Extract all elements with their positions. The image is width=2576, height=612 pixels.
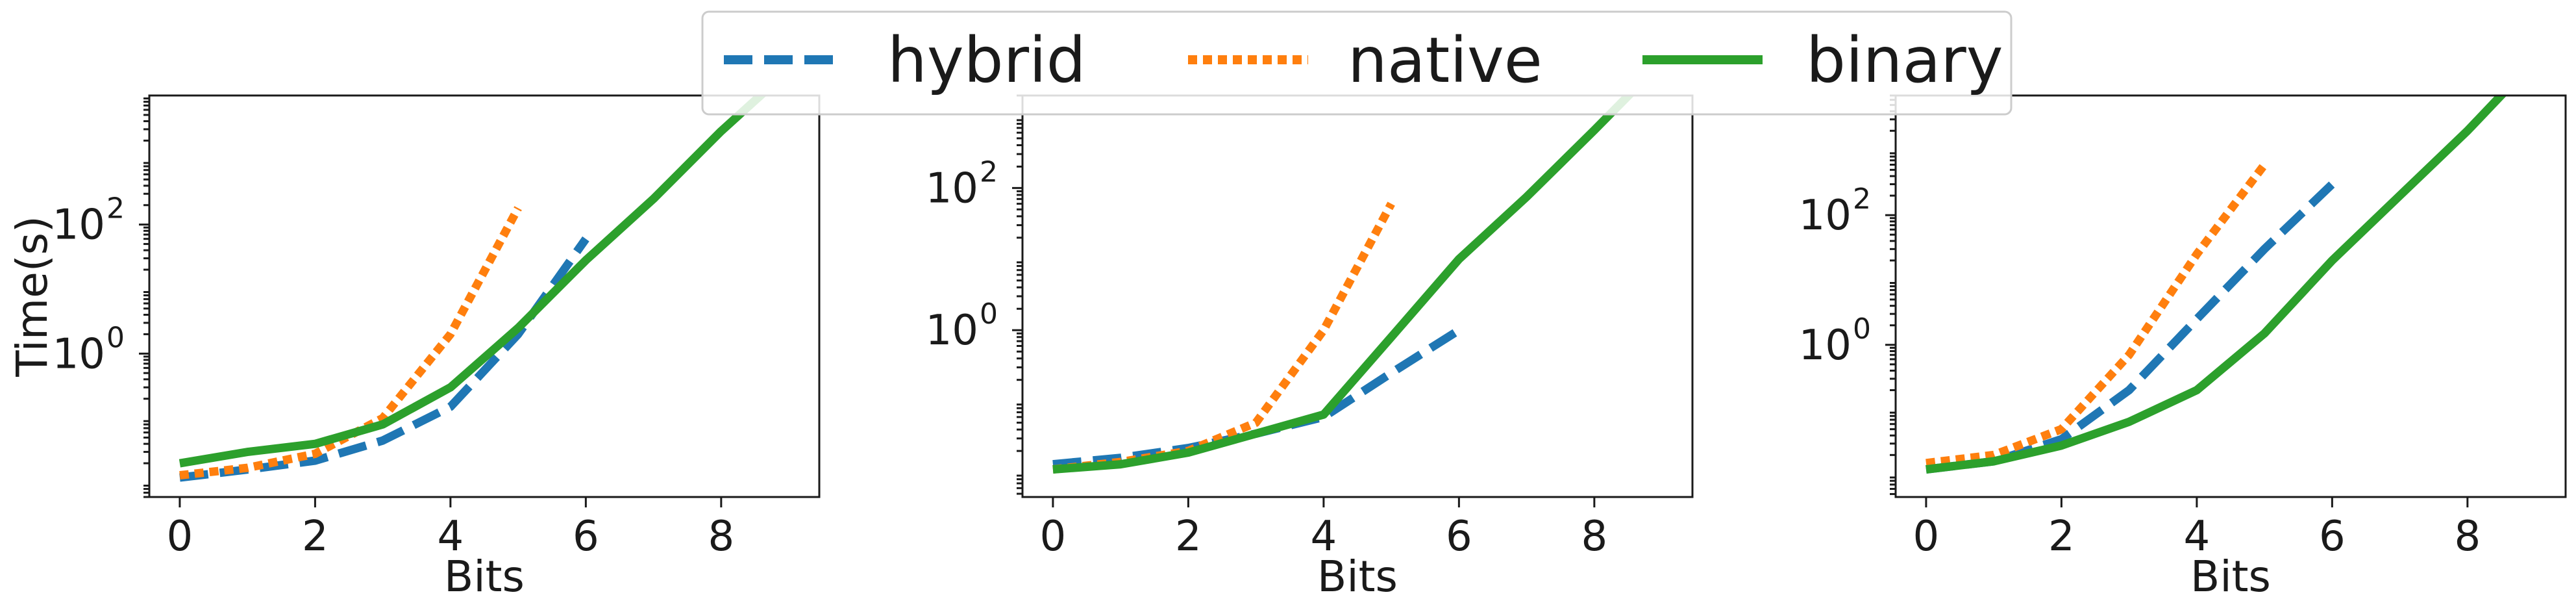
y-tick-label: 10 <box>926 164 978 212</box>
x-tick-label: 8 <box>708 513 734 561</box>
legend-label-binary: binary <box>1806 24 2003 97</box>
series-line-hybrid <box>1052 326 1461 469</box>
series-group <box>1926 96 2507 474</box>
x-tick-label: 2 <box>1175 513 1202 561</box>
y-tick-label: 10 <box>53 201 105 249</box>
x-tick-label: 8 <box>1581 513 1607 561</box>
series-group <box>1052 96 1635 474</box>
y-tick-exponent: 2 <box>980 155 998 188</box>
plot-frame <box>148 94 821 498</box>
series-line-hybrid <box>179 236 589 482</box>
x-axis-label: Bits <box>1317 552 1398 602</box>
legend-label-native: native <box>1348 24 1542 97</box>
series-group <box>179 96 767 482</box>
x-tick-label: 2 <box>2048 513 2075 561</box>
x-tick-label: 0 <box>1913 513 1940 561</box>
x-tick-label: 2 <box>302 513 328 561</box>
legend: hybrid native binary <box>701 10 2012 116</box>
y-tick-exponent: 2 <box>1853 183 1871 216</box>
series-line-native <box>1926 162 2268 468</box>
x-tick-label: 0 <box>1040 513 1067 561</box>
y-tick-label: 10 <box>1799 322 1852 370</box>
x-tick-label: 6 <box>573 513 599 561</box>
x-tick-label: 4 <box>438 513 464 561</box>
x-tick-label: 8 <box>2454 513 2481 561</box>
legend-frame <box>701 10 2012 116</box>
y-tick-exponent: 0 <box>106 321 125 354</box>
y-tick-exponent: 2 <box>106 192 125 225</box>
series-line-native <box>179 206 522 480</box>
plot-frame <box>1894 94 2567 498</box>
legend-label-hybrid: hybrid <box>887 24 1086 97</box>
series-line-binary <box>1052 96 1635 474</box>
y-tick-label: 10 <box>53 330 105 378</box>
y-tick-exponent: 0 <box>980 298 998 331</box>
x-tick-label: 6 <box>1446 513 1472 561</box>
y-tick-label: 10 <box>1799 192 1852 240</box>
x-tick-label: 4 <box>2184 513 2211 561</box>
y-tick-exponent: 0 <box>1853 312 1871 346</box>
x-axis-label: Bits <box>2190 552 2271 602</box>
y-axis-label: Time(s) <box>7 216 57 377</box>
x-tick-label: 0 <box>167 513 193 561</box>
x-tick-label: 4 <box>1311 513 1337 561</box>
y-tick-label: 10 <box>926 307 978 355</box>
x-axis-label: Bits <box>444 552 525 602</box>
x-tick-label: 6 <box>2319 513 2346 561</box>
series-line-native <box>1052 201 1395 474</box>
plot-frame <box>1021 94 1694 498</box>
series-line-binary <box>179 96 767 468</box>
series-line-binary <box>1926 96 2507 474</box>
